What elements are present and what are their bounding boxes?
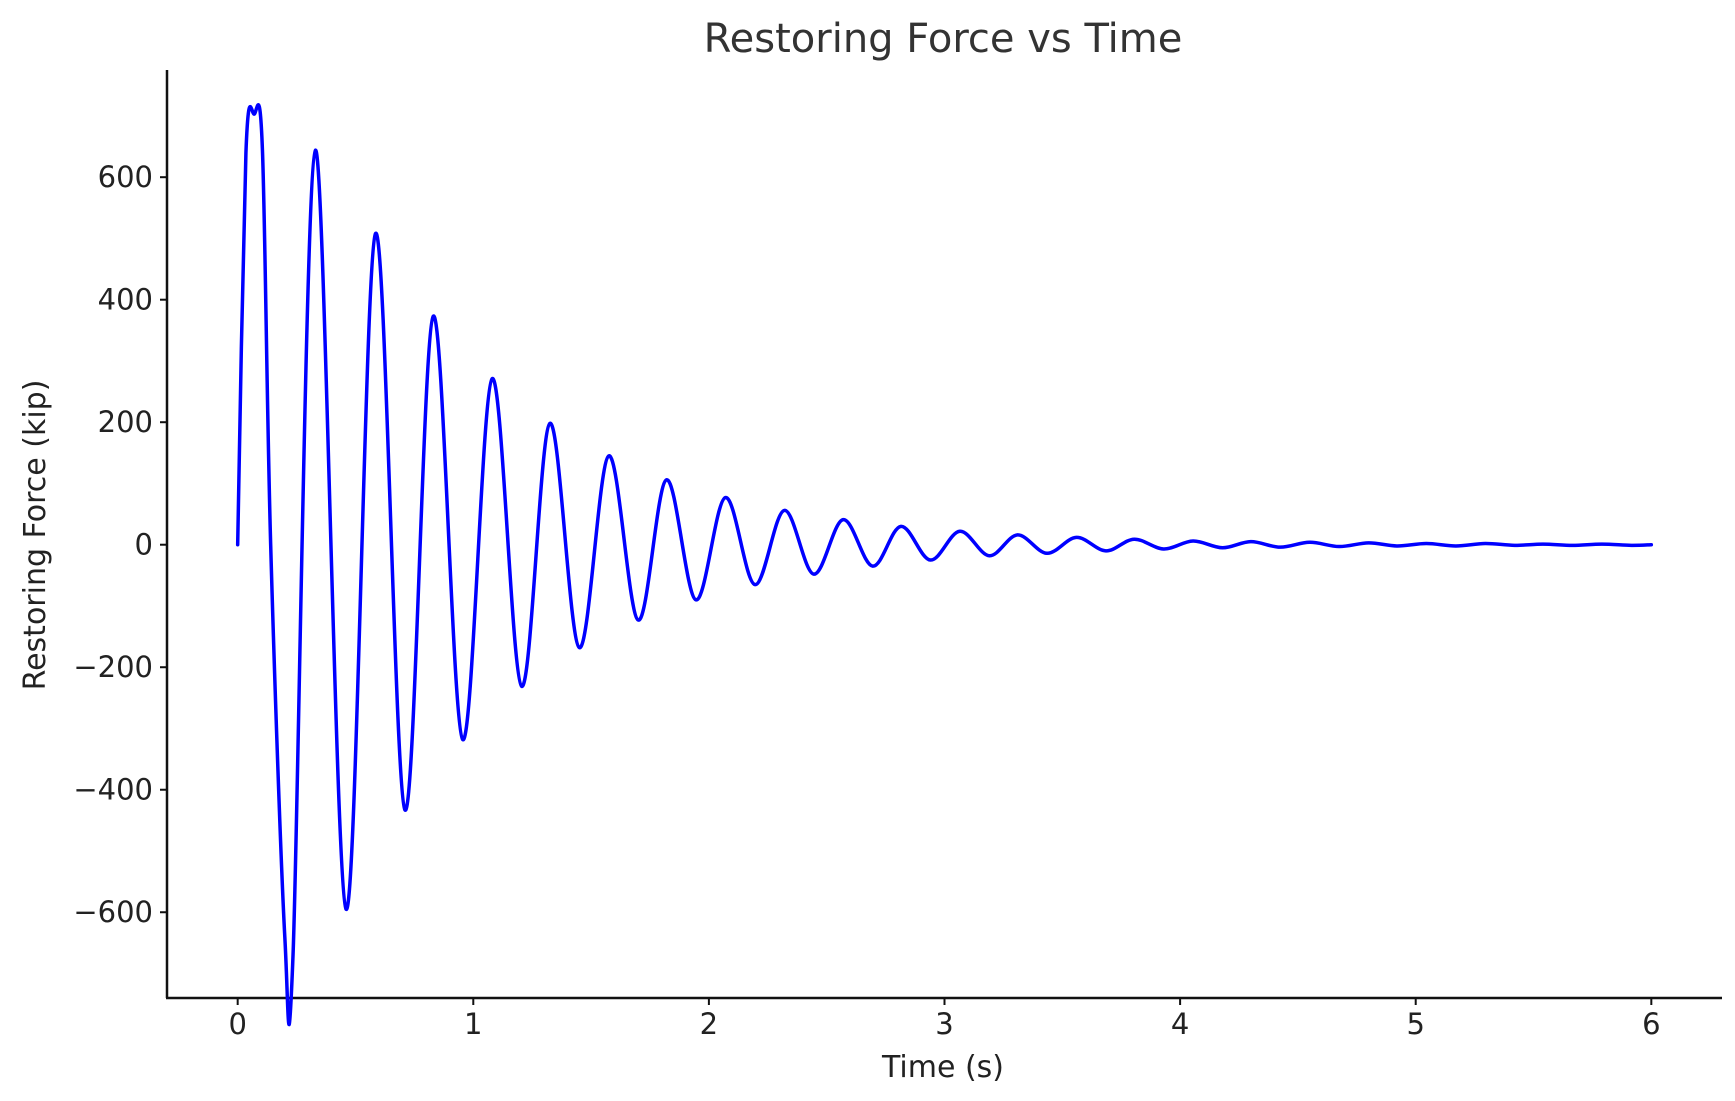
x-axis-ticks: 0 1 2 3 4 5 6	[228, 998, 1661, 1041]
series-line-restoring-force	[235, 103, 1654, 1027]
x-tick-label: 6	[1642, 1007, 1660, 1041]
chart-title: Restoring Force vs Time	[704, 16, 1183, 62]
plot-area: 0 1 2 3 4 5 6 −600 −400 −200 0 200 400 600	[73, 70, 1722, 1041]
y-tick-label: 200	[98, 405, 153, 439]
series-layer	[235, 103, 1654, 1027]
y-tick-label: 600	[98, 160, 153, 194]
x-tick-label: 0	[228, 1007, 246, 1041]
y-tick-label: −200	[73, 650, 153, 684]
y-tick-label: 0	[135, 528, 153, 562]
x-tick-label: 2	[700, 1007, 718, 1041]
x-tick-label: 3	[935, 1007, 953, 1041]
y-tick-label: −400	[73, 773, 153, 807]
x-axis-label: Time (s)	[881, 1050, 1004, 1085]
y-axis-label: Restoring Force (kip)	[18, 380, 53, 691]
y-tick-label: 400	[98, 283, 153, 317]
x-tick-label: 4	[1171, 1007, 1189, 1041]
x-tick-label: 5	[1406, 1007, 1424, 1041]
y-tick-label: −600	[73, 895, 153, 929]
y-axis-ticks: −600 −400 −200 0 200 400 600	[73, 160, 167, 929]
x-tick-label: 1	[464, 1007, 482, 1041]
